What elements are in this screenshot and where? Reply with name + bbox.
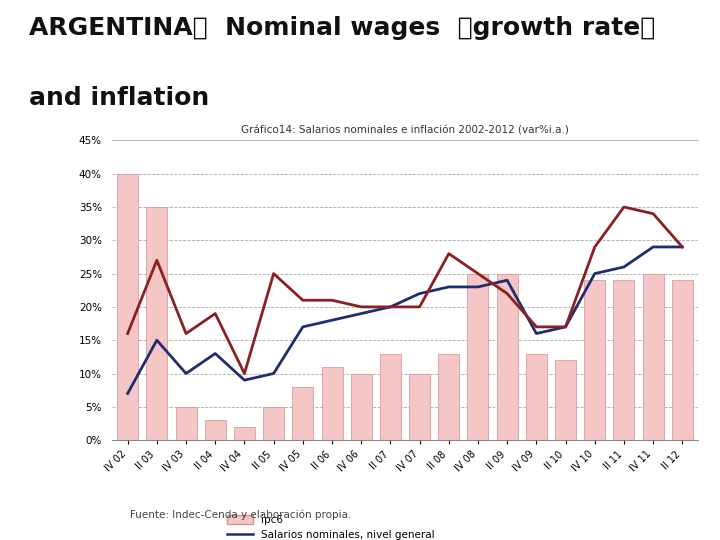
Bar	[263, 407, 284, 440]
Bar	[467, 274, 488, 440]
Bar	[234, 427, 255, 440]
Bar	[351, 374, 372, 440]
Bar	[613, 280, 634, 440]
Bar	[526, 354, 547, 440]
Text: Fuente: Indec-Cenda y elaboración propia.: Fuente: Indec-Cenda y elaboración propia…	[130, 510, 351, 521]
Bar	[438, 354, 459, 440]
Bar	[672, 280, 693, 440]
Text: ARGENTINA：  Nominal wages  （growth rate）: ARGENTINA： Nominal wages （growth rate）	[29, 16, 655, 40]
Bar	[643, 274, 664, 440]
Bar	[204, 420, 226, 440]
Bar	[146, 207, 167, 440]
Bar	[409, 374, 430, 440]
Title: Gráfico14: Salarios nominales e inflación 2002-2012 (var%i.a.): Gráfico14: Salarios nominales e inflació…	[241, 125, 569, 136]
Bar	[380, 354, 401, 440]
Bar	[584, 280, 606, 440]
Bar	[117, 174, 138, 440]
Bar	[176, 407, 197, 440]
Bar	[292, 387, 313, 440]
Bar	[555, 360, 576, 440]
Legend: ipc6, Salarios nominales, nivel general, Salarios nominales, sector privado regi: ipc6, Salarios nominales, nivel general,…	[222, 511, 503, 540]
Bar	[322, 367, 343, 440]
Bar	[497, 274, 518, 440]
Text: and inflation: and inflation	[29, 86, 209, 110]
